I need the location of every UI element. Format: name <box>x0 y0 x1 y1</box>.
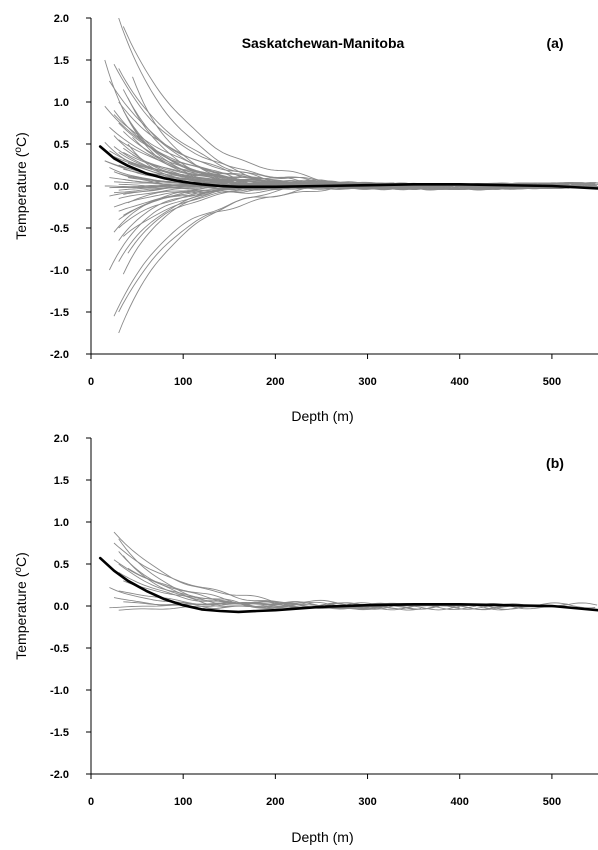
x-tick-label: 200 <box>266 376 284 388</box>
profile-line <box>122 181 367 275</box>
y-tick-label: -2.0 <box>50 769 69 781</box>
y-tick-label: -1.0 <box>50 685 69 697</box>
individual-profiles <box>104 18 598 334</box>
y-axis-title: Temperature (oC) <box>13 552 30 660</box>
x-tick-label: 200 <box>266 796 284 808</box>
x-tick-label: 100 <box>174 796 192 808</box>
x-tick-label: 300 <box>358 376 376 388</box>
x-tick-label: 400 <box>451 796 469 808</box>
mean-curve <box>98 556 598 614</box>
y-tick-label: 1.0 <box>54 517 69 529</box>
y-tick-label: 0.0 <box>54 601 69 613</box>
panel-letter: (a) <box>546 35 563 51</box>
profile-line <box>118 538 366 610</box>
y-tick-label: 1.5 <box>54 55 69 67</box>
profile-line <box>113 531 524 611</box>
profile-line <box>113 182 598 233</box>
y-tick-label: 2.0 <box>54 13 69 25</box>
y-tick-label: -0.5 <box>50 643 69 655</box>
x-axis-title: Depth (m) <box>291 408 353 424</box>
x-tick-label: 300 <box>358 796 376 808</box>
y-tick-label: -1.5 <box>50 307 69 319</box>
y-tick-label: 1.5 <box>54 475 69 487</box>
y-axis-title: Temperature (oC) <box>13 132 30 240</box>
profile-line <box>118 182 598 334</box>
y-tick-label: 1.0 <box>54 97 69 109</box>
y-tick-label: 0.5 <box>54 559 69 571</box>
y-tick-label: 0.0 <box>54 181 69 193</box>
y-tick-label: 0.5 <box>54 139 69 151</box>
panel-a: 2.0 1.5 1.0 0.5 0.0 -0.5 -1.0 -1.5 -2.0 0 100 200 30… <box>13 13 598 424</box>
profile-line <box>113 182 531 317</box>
x-tick-label: 0 <box>88 376 94 388</box>
x-axis-title: Depth (m) <box>291 829 353 845</box>
panel-letter: (b) <box>546 455 564 471</box>
x-tick-label: 500 <box>543 796 561 808</box>
mean-curve <box>98 145 598 190</box>
profile-line <box>118 181 598 262</box>
panel-title: Saskatchewan-Manitoba <box>242 35 405 51</box>
x-tick-label: 500 <box>543 376 561 388</box>
x-tick-label: 400 <box>451 376 469 388</box>
y-tick-label: -2.0 <box>50 349 69 361</box>
profile-line <box>118 181 598 313</box>
y-tick-label: -1.5 <box>50 727 69 739</box>
y-tick-label: -0.5 <box>50 223 69 235</box>
x-tick-label: 0 <box>88 796 94 808</box>
panel-b: 2.0 1.5 1.0 0.5 0.0 -0.5 -1.0 -1.5 -2.0 0 100 200 30… <box>13 433 598 845</box>
y-tick-label: 2.0 <box>54 433 69 445</box>
x-tick-label: 100 <box>174 376 192 388</box>
profile-line <box>104 59 596 190</box>
profile-line <box>104 105 596 190</box>
individual-profiles <box>109 531 598 611</box>
profile-line <box>113 542 598 610</box>
y-tick-label: -1.0 <box>50 265 69 277</box>
